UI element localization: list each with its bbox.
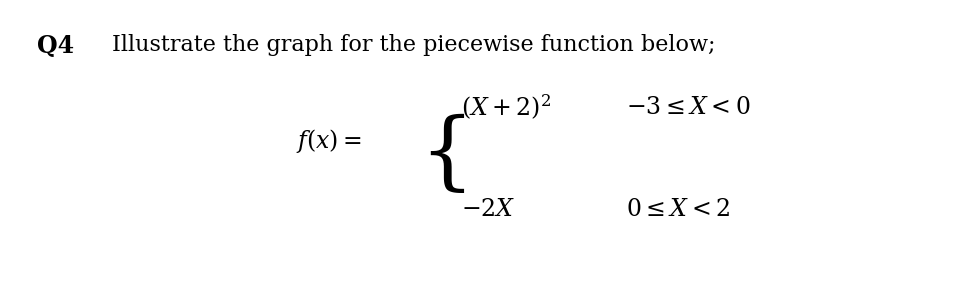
Text: Q4: Q4	[37, 34, 74, 58]
Text: $\{$: $\{$	[419, 113, 465, 197]
Text: Illustrate the graph for the piecewise function below;: Illustrate the graph for the piecewise f…	[112, 34, 716, 56]
Text: $0 \leq X < 2$: $0 \leq X < 2$	[626, 197, 730, 221]
Text: $(X + 2)^2$: $(X + 2)^2$	[461, 92, 552, 122]
Text: $-3 \leq X < 0$: $-3 \leq X < 0$	[626, 95, 751, 119]
Text: $f(x) =$: $f(x) =$	[296, 127, 362, 155]
Text: $-2X$: $-2X$	[461, 197, 516, 221]
